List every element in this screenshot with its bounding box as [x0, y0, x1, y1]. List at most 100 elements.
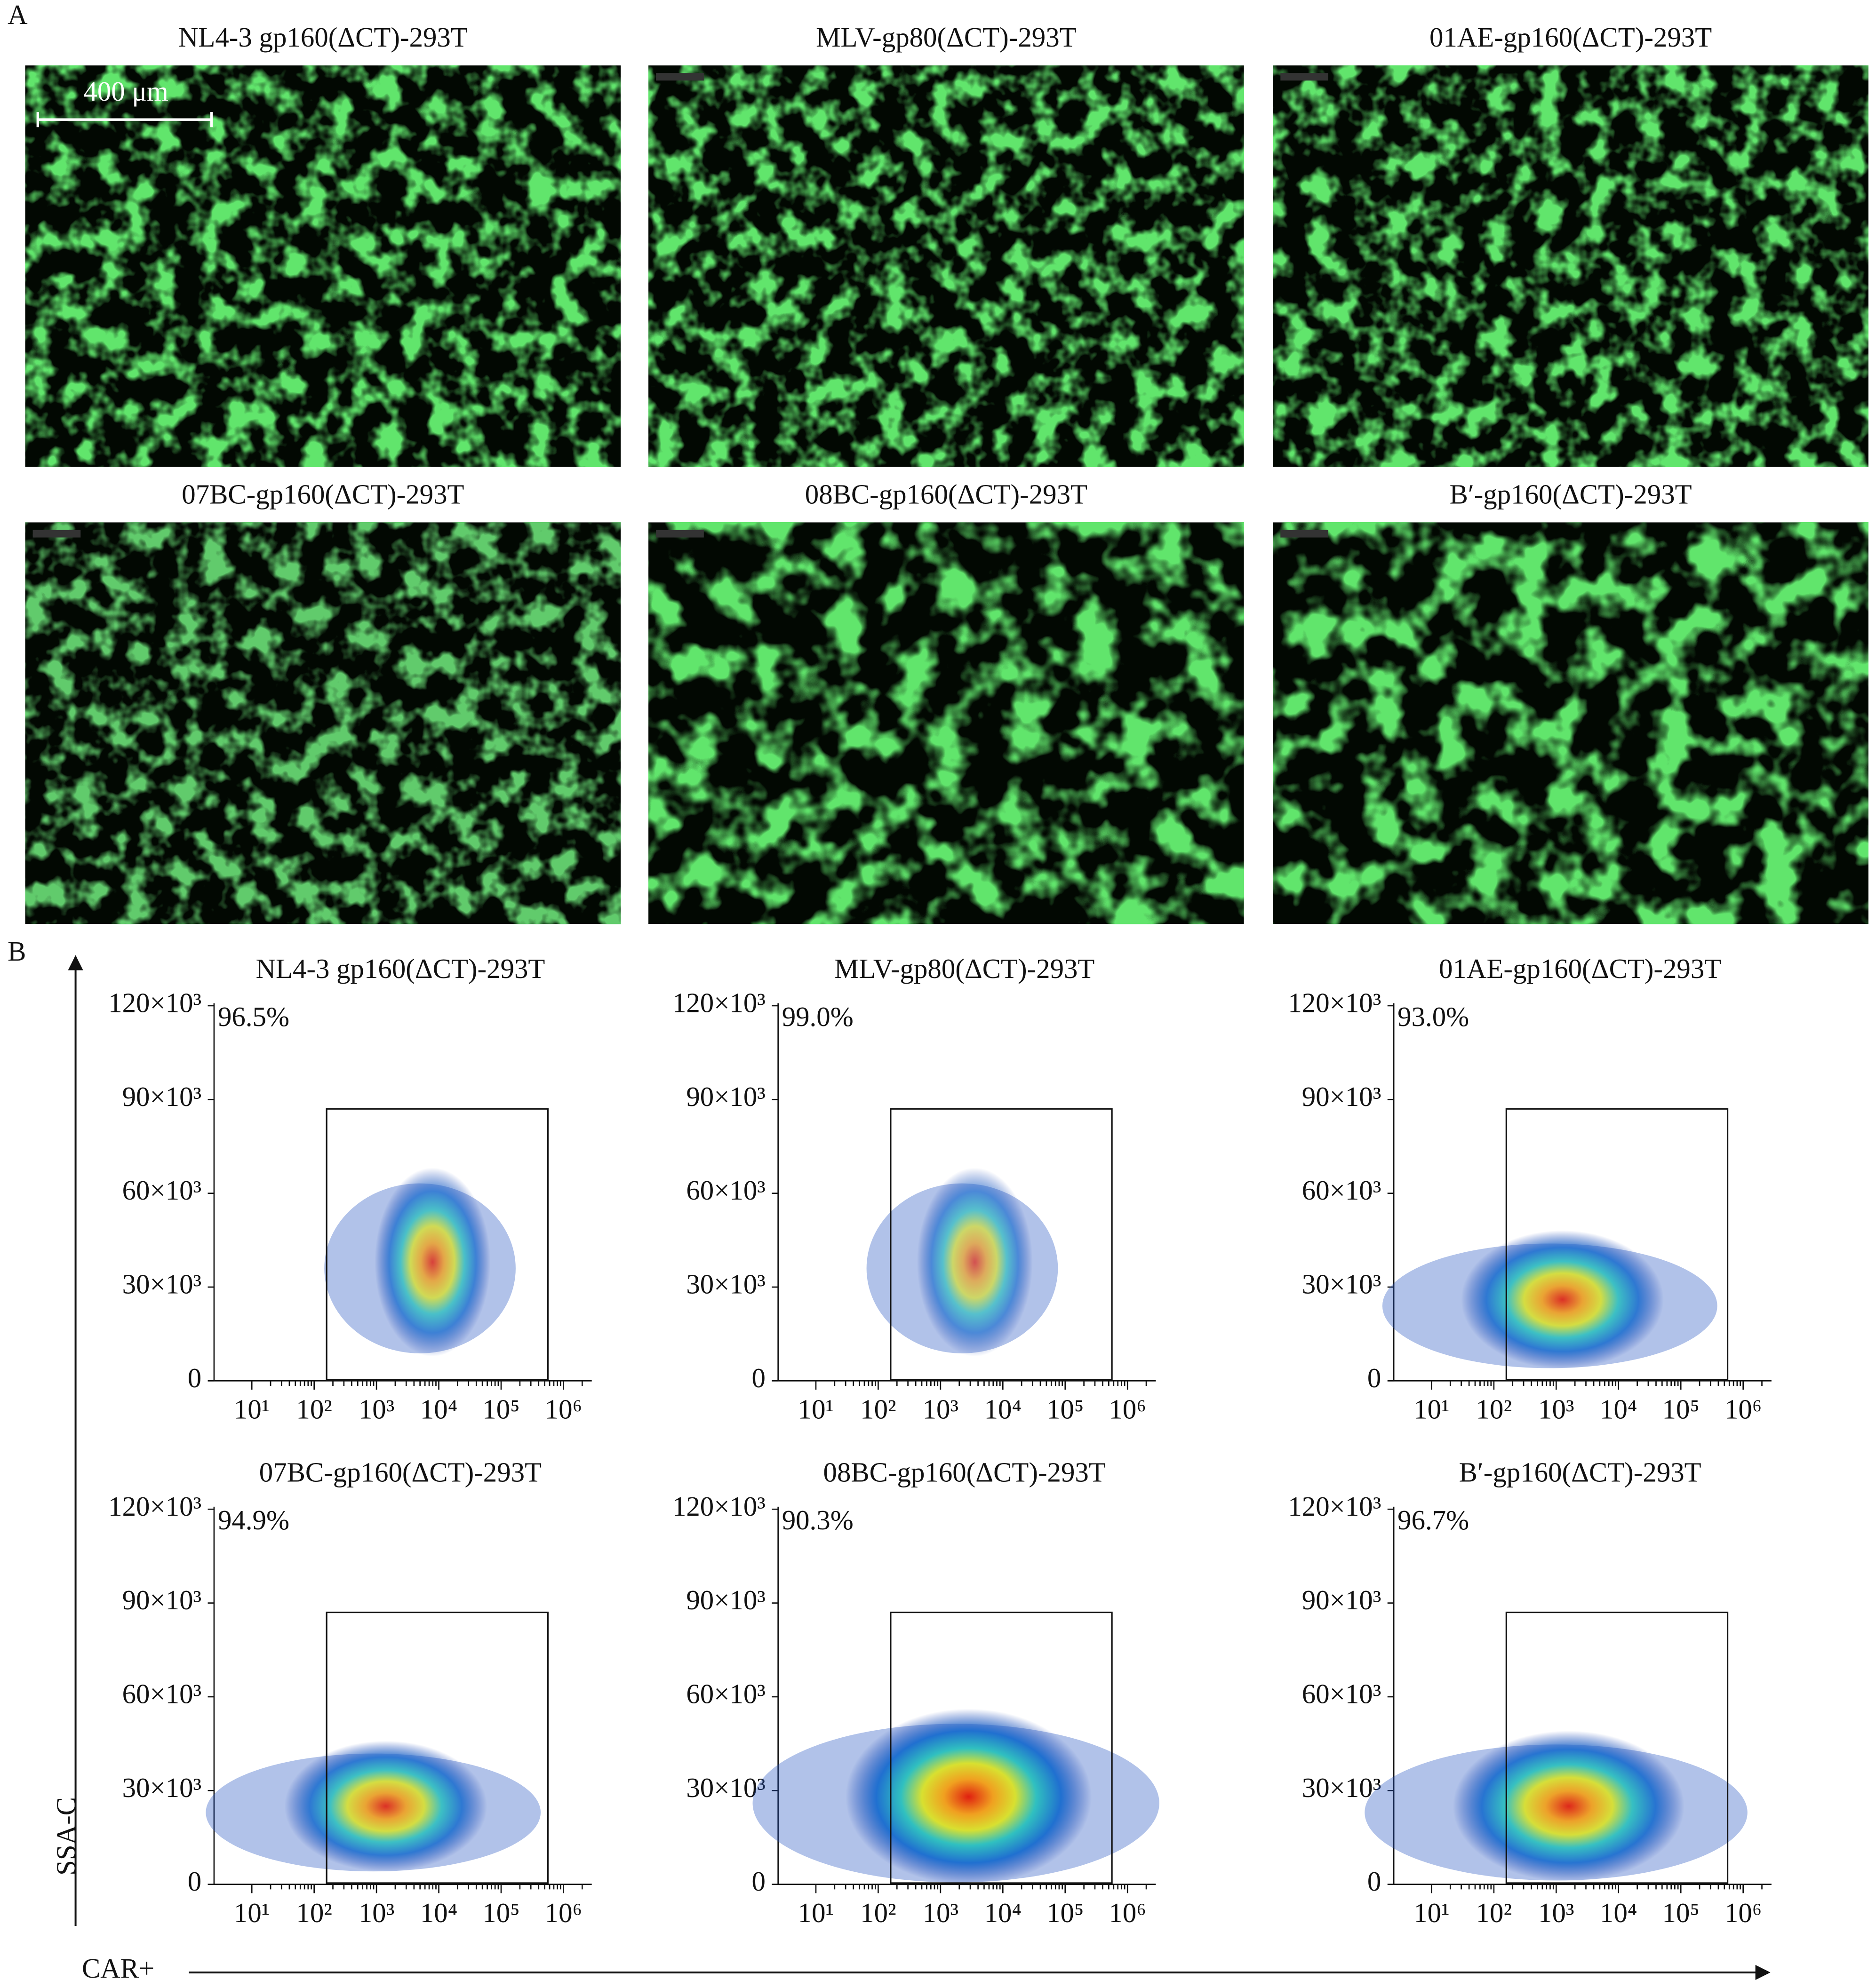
gate — [1505, 1108, 1729, 1381]
x-tick-label: 10⁴ — [420, 1898, 457, 1928]
y-tick-label: 0 — [751, 1363, 765, 1393]
plot-title: NL4-3 gp160(ΔCT)-293T — [255, 954, 545, 984]
x-tick-label: 10⁶ — [1724, 1898, 1762, 1928]
gate — [890, 1108, 1113, 1381]
gate — [326, 1611, 549, 1884]
gate-percent: 93.0% — [1397, 1002, 1469, 1032]
x-tick-label: 10² — [1476, 1394, 1512, 1425]
x-tick-label: 10⁶ — [1109, 1898, 1146, 1928]
x-tick-label: 10⁶ — [1724, 1394, 1762, 1425]
panel-label: B — [8, 936, 26, 967]
gate — [326, 1108, 549, 1381]
scale-mark — [656, 530, 704, 538]
x-tick-label: 10¹ — [1413, 1394, 1450, 1425]
fluorescence — [1273, 522, 1868, 924]
y-tick-label: 120×10³ — [108, 987, 201, 1018]
y-tick-label: 30×10³ — [1302, 1269, 1381, 1299]
x-tick-label: 10³ — [359, 1898, 395, 1928]
x-tick-label: 10⁵ — [482, 1898, 519, 1928]
y-tick-label: 120×10³ — [1288, 1491, 1381, 1522]
y-tick-label: 120×10³ — [672, 987, 766, 1018]
y-axis-label: SSA-C — [51, 1797, 82, 1876]
density-cloud — [917, 1168, 1033, 1357]
x-tick-label: 10⁵ — [482, 1394, 519, 1425]
fluorescence — [648, 522, 1244, 924]
x-tick-label: 10³ — [359, 1394, 395, 1425]
x-tick-label: 10⁴ — [984, 1394, 1022, 1425]
x-tick-label: 10³ — [1538, 1898, 1574, 1928]
density-cloud — [1453, 1730, 1684, 1882]
density-cloud — [1461, 1230, 1664, 1369]
y-tick-label: 0 — [1367, 1363, 1381, 1393]
y-tick-label: 60×10³ — [122, 1678, 202, 1709]
scale-mark — [1280, 530, 1328, 538]
x-tick-label: 10¹ — [798, 1394, 834, 1425]
x-tick-label: 10⁴ — [420, 1394, 457, 1425]
plot-title: MLV-gp80(ΔCT)-293T — [834, 954, 1094, 984]
y-tick-label: 60×10³ — [122, 1175, 202, 1206]
fluorescence — [25, 65, 621, 467]
y-tick-label: 30×10³ — [122, 1269, 202, 1299]
scale-mark — [656, 73, 704, 81]
y-tick-label: 90×10³ — [686, 1585, 766, 1615]
gate-percent: 96.7% — [1397, 1505, 1469, 1535]
y-tick-label: 60×10³ — [686, 1678, 766, 1709]
y-tick-label: 0 — [188, 1363, 201, 1393]
gate-percent: 94.9% — [218, 1505, 289, 1535]
x-tick-label: 10² — [296, 1898, 332, 1928]
plot-title: 08BC-gp160(ΔCT)-293T — [823, 1457, 1106, 1488]
x-tick-label: 10⁵ — [1662, 1394, 1700, 1425]
fluorescence — [1273, 65, 1868, 467]
y-tick-label: 60×10³ — [1302, 1175, 1381, 1206]
density-cloud — [284, 1741, 487, 1872]
y-tick-label: 120×10³ — [1288, 987, 1381, 1018]
x-tick-label: 10⁶ — [545, 1394, 582, 1425]
y-tick-label: 90×10³ — [686, 1081, 766, 1112]
scale-mark — [32, 530, 81, 538]
scale-mark — [1280, 73, 1328, 81]
plot-title: 07BC-gp160(ΔCT)-293T — [259, 1457, 542, 1488]
y-tick-label: 30×10³ — [686, 1269, 766, 1299]
image-title: B′-gp160(ΔCT)-293T — [1450, 479, 1692, 509]
y-tick-label: 0 — [751, 1866, 765, 1897]
y-tick-label: 90×10³ — [1302, 1585, 1381, 1615]
gate-percent: 96.5% — [218, 1002, 289, 1032]
y-tick-label: 30×10³ — [1302, 1773, 1381, 1803]
y-tick-label: 60×10³ — [1302, 1678, 1381, 1709]
gate-percent: 99.0% — [782, 1002, 854, 1032]
x-tick-label: 10¹ — [234, 1394, 270, 1425]
x-tick-label: 10⁵ — [1046, 1898, 1084, 1928]
x-tick-label: 10⁶ — [1109, 1394, 1146, 1425]
plot-title: 01AE-gp160(ΔCT)-293T — [1439, 954, 1721, 984]
x-tick-label: 10² — [860, 1898, 896, 1928]
image-title: 01AE-gp160(ΔCT)-293T — [1429, 22, 1712, 53]
gate — [890, 1611, 1113, 1884]
fluorescence — [25, 522, 621, 924]
y-tick-label: 60×10³ — [686, 1175, 766, 1206]
x-tick-label: 10¹ — [234, 1898, 270, 1928]
gate — [1505, 1611, 1729, 1884]
y-tick-label: 30×10³ — [686, 1773, 766, 1803]
y-tick-label: 0 — [188, 1866, 201, 1897]
y-tick-label: 120×10³ — [108, 1491, 201, 1522]
x-tick-label: 10⁴ — [984, 1898, 1022, 1928]
x-tick-label: 10² — [860, 1394, 896, 1425]
fluorescence — [648, 65, 1244, 467]
gate-percent: 90.3% — [782, 1505, 854, 1535]
x-tick-label: 10³ — [1538, 1394, 1574, 1425]
image-title: MLV-gp80(ΔCT)-293T — [816, 22, 1076, 53]
x-tick-label: 10³ — [923, 1898, 959, 1928]
x-tick-label: 10⁵ — [1662, 1898, 1700, 1928]
y-tick-label: 90×10³ — [122, 1585, 202, 1615]
plot-title: B′-gp160(ΔCT)-293T — [1459, 1457, 1701, 1488]
y-tick-label: 30×10³ — [122, 1773, 202, 1803]
x-tick-label: 10² — [296, 1394, 332, 1425]
panel-label: A — [8, 0, 28, 30]
image-title: 08BC-gp160(ΔCT)-293T — [805, 479, 1087, 509]
x-tick-label: 10⁴ — [1600, 1898, 1637, 1928]
y-tick-label: 90×10³ — [1302, 1081, 1381, 1112]
y-tick-label: 90×10³ — [122, 1081, 202, 1112]
x-tick-label: 10⁵ — [1046, 1394, 1084, 1425]
x-tick-label: 10² — [1476, 1898, 1512, 1928]
y-tick-label: 120×10³ — [672, 1491, 766, 1522]
